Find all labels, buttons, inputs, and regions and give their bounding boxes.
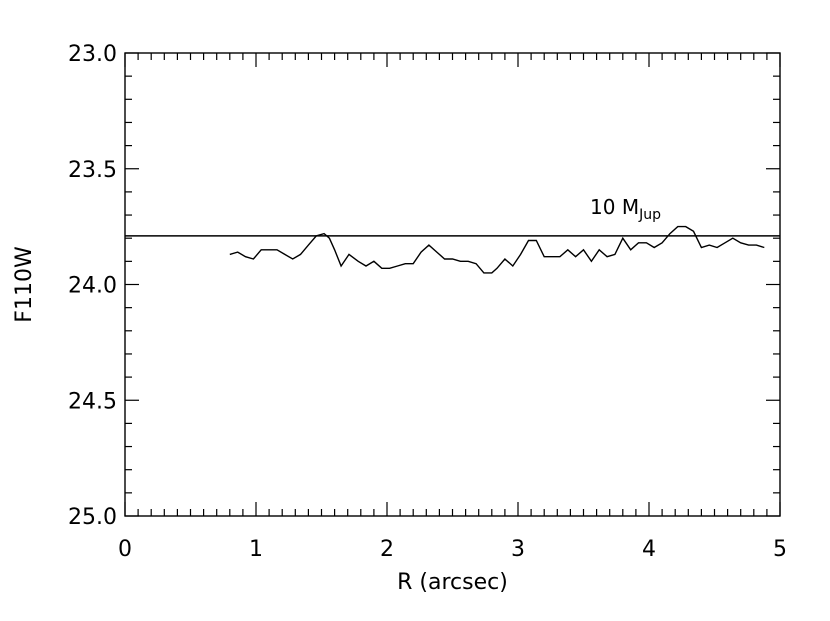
series-line: [229, 225, 765, 274]
x-tick-label: 4: [642, 537, 656, 562]
x-tick-label: 1: [249, 537, 263, 562]
reference-label-subscript: Jup: [638, 207, 661, 223]
y-tick-label: 24.5: [68, 389, 117, 414]
reference-line-label: 10 MJup: [590, 195, 661, 223]
x-tick-labels: 0 1 2 3 4 5: [118, 537, 787, 562]
x-tick-label: 0: [118, 537, 132, 562]
y-tick-labels: 23.0 23.5 24.0 24.5 25.0: [68, 42, 117, 530]
y-axis-label: F110W: [12, 246, 37, 323]
x-tick-label: 5: [773, 537, 787, 562]
y-tick-label: 25.0: [68, 505, 117, 530]
reference-label-main: 10 M: [590, 195, 639, 219]
x-tick-label: 2: [380, 537, 394, 562]
y-tick-label: 23.0: [68, 42, 117, 67]
y-tick-label: 24.0: [68, 274, 117, 299]
x-tick-label: 3: [511, 537, 525, 562]
tick-marks: [124, 52, 781, 517]
plot-frame: [124, 52, 781, 517]
y-tick-label: 23.5: [68, 158, 117, 183]
x-axis-label: R (arcsec): [397, 570, 508, 595]
